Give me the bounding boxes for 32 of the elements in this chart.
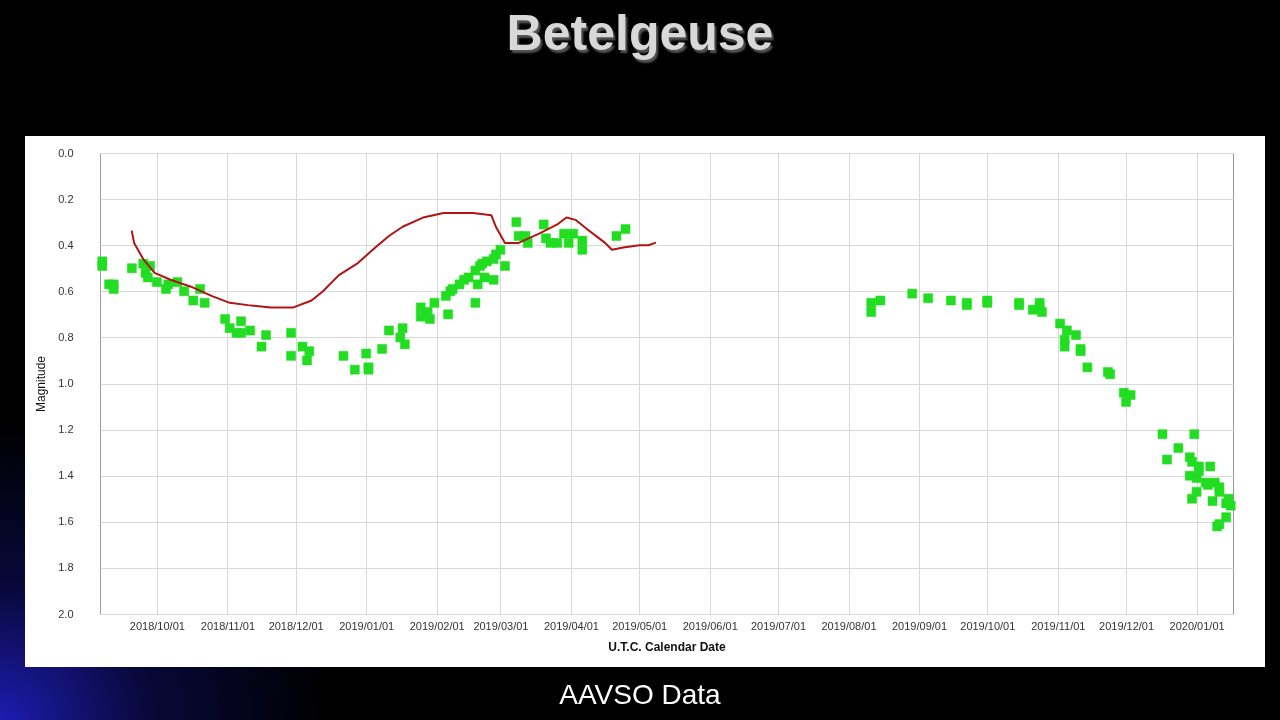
y-tick-label: 0.0 (58, 146, 74, 159)
y-tick-label: 1.2 (58, 423, 74, 436)
y-tick-label: 1.8 (58, 561, 74, 574)
x-tick-label: 2019/09/01 (892, 619, 948, 632)
x-tick-label: 2019/01/01 (339, 619, 395, 632)
x-tick-label: 2019/02/01 (409, 619, 465, 632)
y-tick-label: 1.0 (58, 377, 74, 389)
x-tick-label: 2019/10/01 (960, 619, 1016, 632)
y-tick-label: 0.4 (58, 238, 74, 251)
text: AAVSO Data (558, 678, 722, 712)
x-tick-label: 2019/05/01 (612, 619, 668, 632)
x-axis-title: U.T.C. Calendar Date (608, 639, 726, 654)
x-tick-label: 2019/06/01 (682, 619, 738, 632)
x-tick-label: 2019/12/01 (1099, 619, 1155, 632)
line-series (130, 211, 657, 309)
x-tick-label: 2019/08/01 (821, 619, 877, 632)
y-tick-label: 1.6 (58, 515, 74, 528)
x-tick-label: 2019/04/01 (543, 619, 599, 632)
x-tick-label: 2018/12/01 (268, 619, 324, 632)
x-tick-label: 2018/10/01 (129, 619, 185, 632)
y-tick-label: 0.2 (58, 192, 74, 205)
chart-title: Betelgeuse (505, 4, 775, 62)
y-tick-label: 0.6 (58, 284, 74, 297)
x-tick-label: 2019/07/01 (750, 619, 807, 632)
x-tick-label: 2019/03/01 (473, 619, 529, 632)
y-tick-label: 0.8 (58, 330, 74, 343)
y-axis-title: Magnitude (34, 355, 49, 413)
x-tick-label: 2019/11/01 (1031, 619, 1086, 632)
y-tick-label: 1.4 (58, 469, 74, 482)
x-tick-label: 2018/11/01 (200, 619, 256, 632)
x-tick-label: 2020/01/01 (1169, 619, 1225, 632)
y-tick-label: 2.0 (58, 607, 74, 620)
